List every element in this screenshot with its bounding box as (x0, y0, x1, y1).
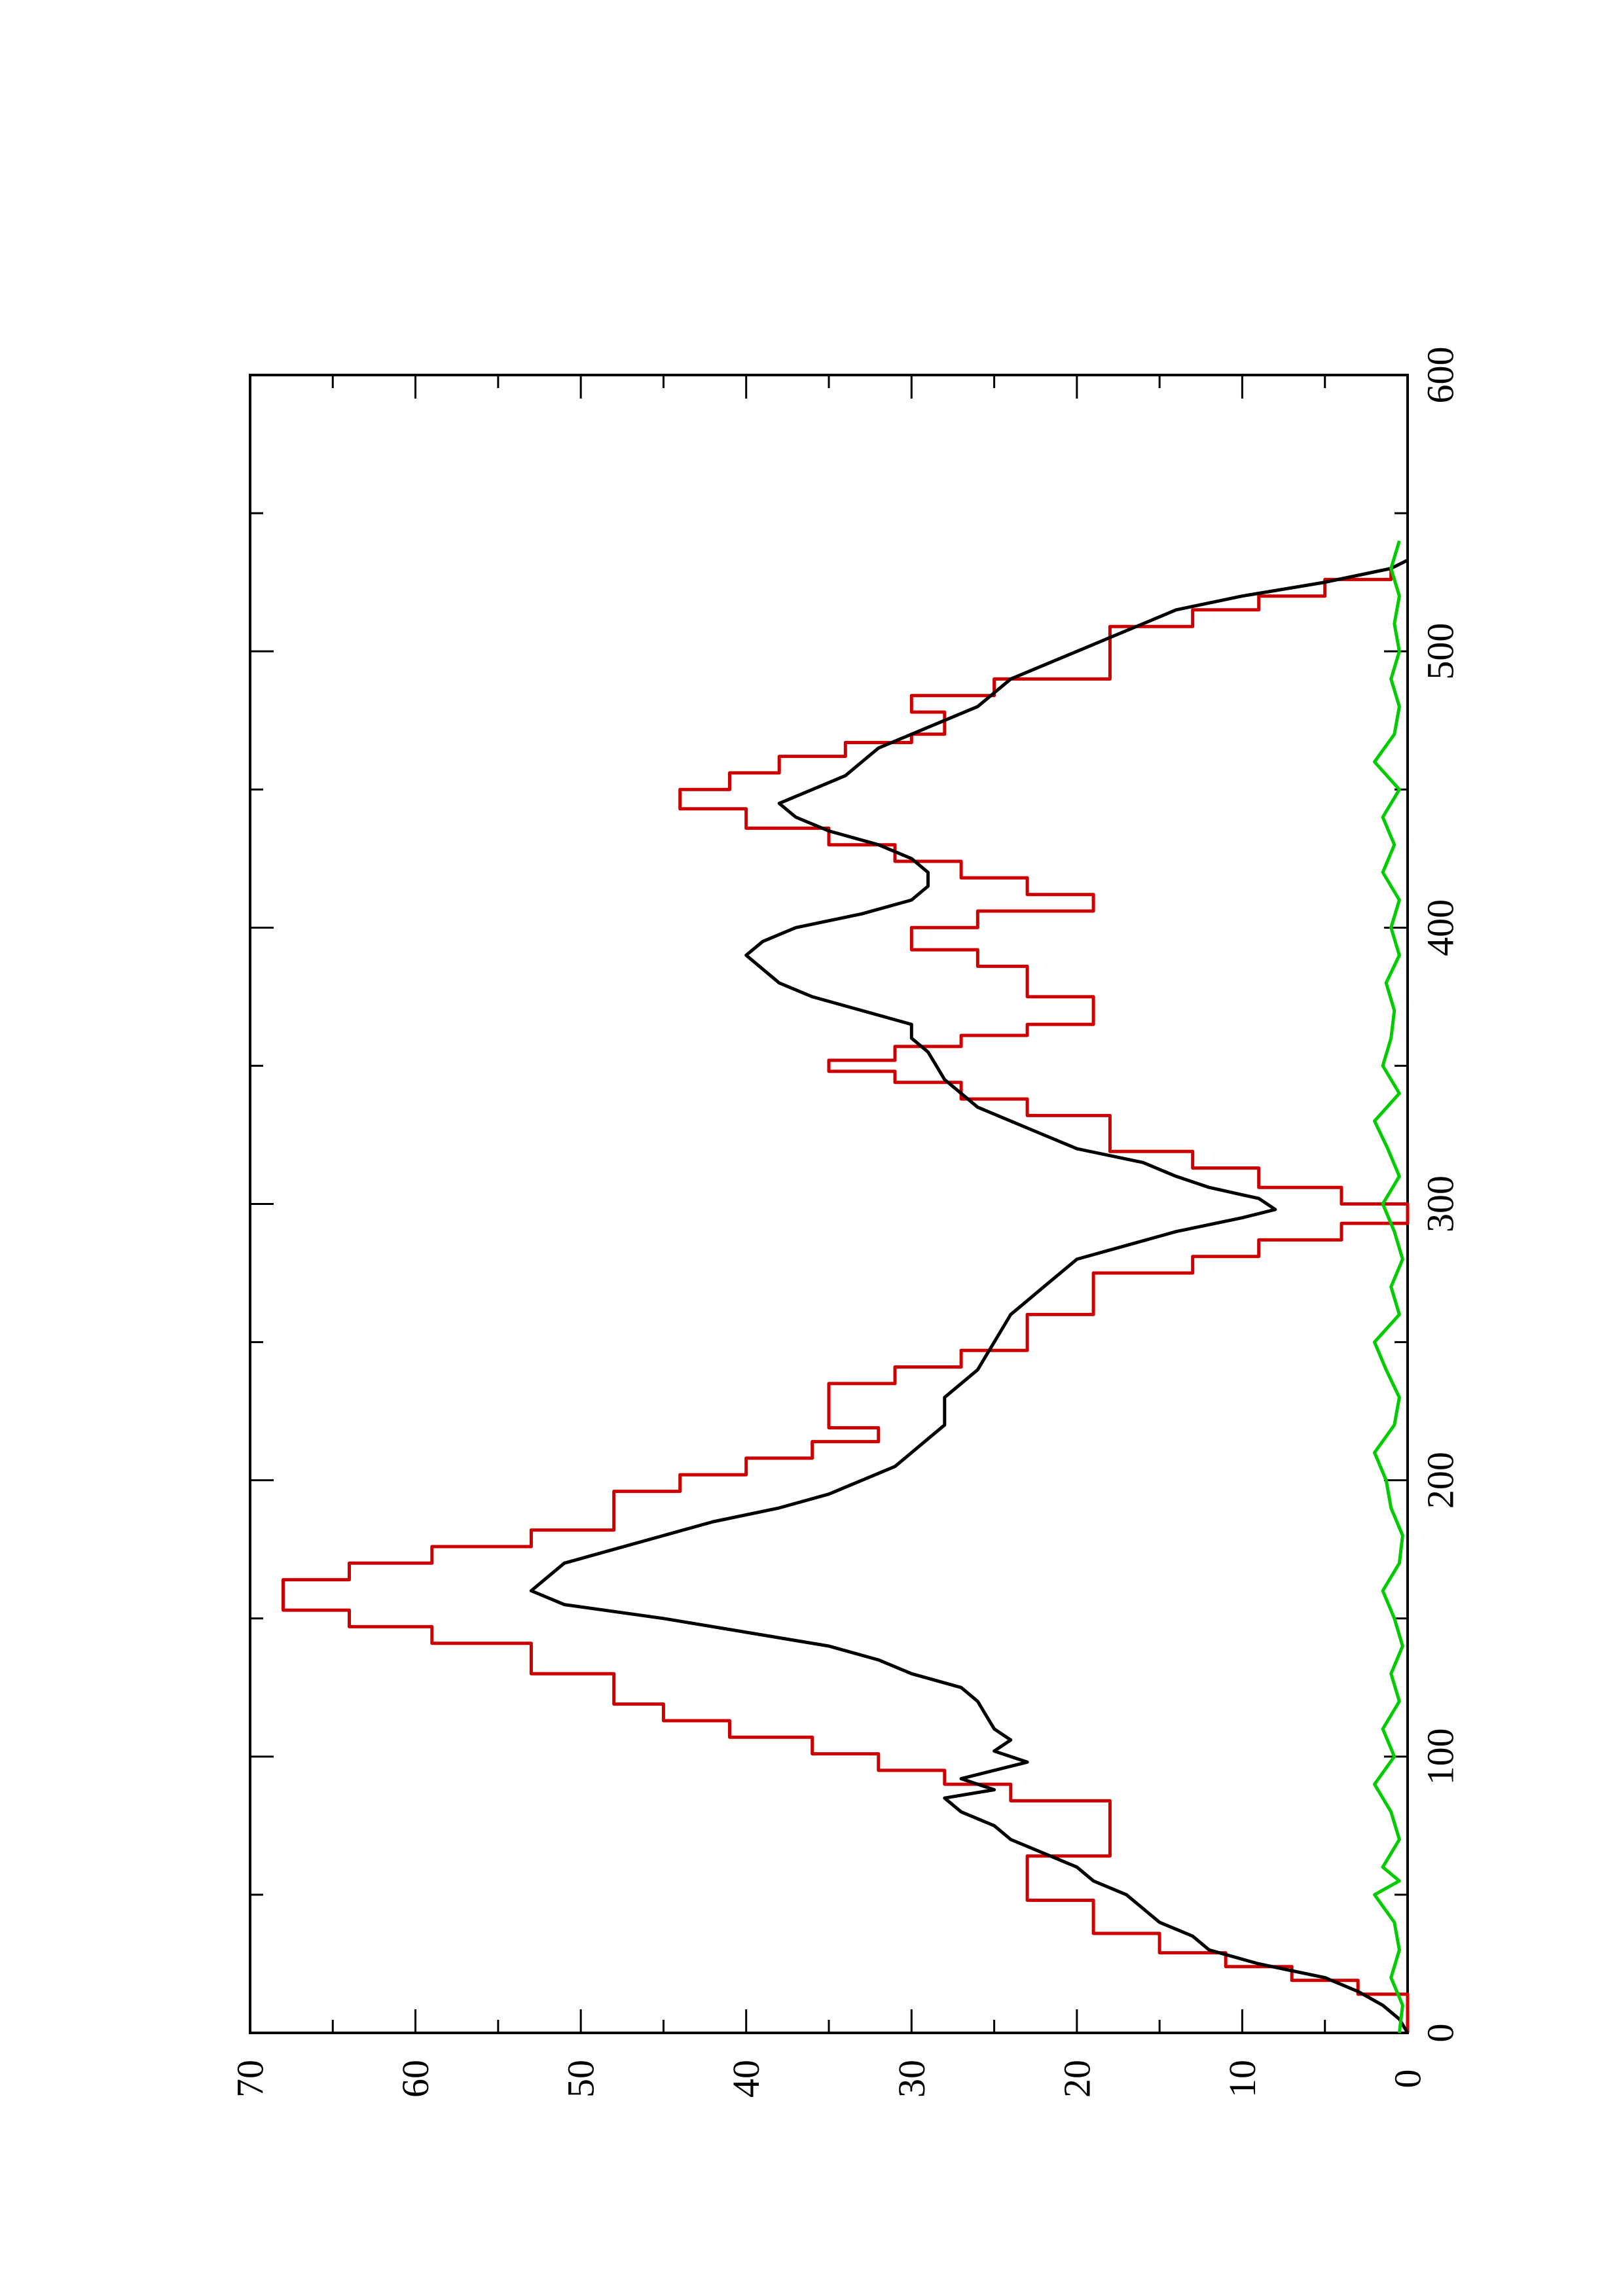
y-tick-label: 40 (725, 2060, 767, 2098)
green-series (1373, 540, 1404, 2034)
axis-tick-labels: 0 100 200 300 400 500 600 0 10 20 30 40 50 60 70 (229, 347, 1462, 2098)
x-tick-label: 500 (1419, 623, 1462, 680)
y-tick-label: 20 (1055, 2060, 1098, 2098)
black-series (529, 558, 1410, 2034)
y-tick-label: 60 (394, 2060, 437, 2098)
series-layer (282, 540, 1410, 2034)
y-tick-label: 10 (1221, 2060, 1264, 2098)
x-tick-label: 100 (1419, 1728, 1462, 1785)
y-tick-label: 50 (560, 2060, 602, 2098)
plot-frame (249, 374, 1409, 2034)
x-tick-label: 600 (1419, 347, 1462, 404)
y-tick-label: 70 (229, 2060, 272, 2098)
x-tick-label: 400 (1419, 899, 1462, 956)
x-tick-label: 200 (1419, 1452, 1462, 1509)
axis-ticks (249, 374, 1409, 2034)
x-tick-label: 0 (1419, 2024, 1462, 2043)
red-step-series (282, 568, 1410, 2033)
y-tick-label: 0 (1387, 2070, 1429, 2089)
x-tick-label: 300 (1419, 1175, 1462, 1232)
y-tick-label: 30 (890, 2060, 933, 2098)
